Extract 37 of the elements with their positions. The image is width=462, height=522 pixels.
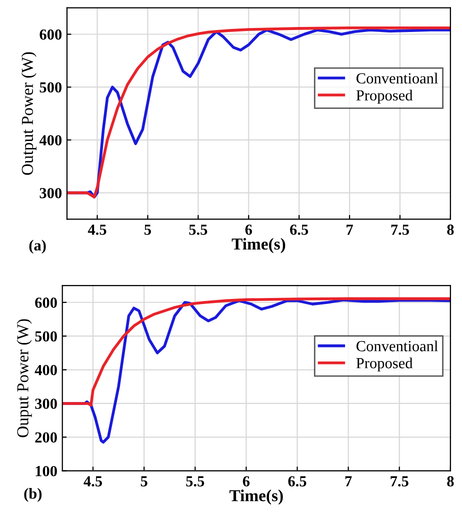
x-tick-label: 6 bbox=[245, 224, 252, 235]
x-tick-label: 4.5 bbox=[84, 476, 102, 487]
x-tick-label: 6.5 bbox=[288, 476, 306, 487]
y-axis-title: Ouput Power (W) bbox=[16, 319, 32, 438]
y-tick-label: 400 bbox=[39, 135, 62, 146]
x-tick-label: 5.5 bbox=[186, 476, 204, 487]
legend-label: Proposed bbox=[356, 358, 413, 372]
x-axis-title: Time(s) bbox=[230, 490, 283, 505]
y-tick-label: 300 bbox=[35, 398, 57, 409]
y-tick-label: 200 bbox=[35, 432, 57, 443]
legend-label: Proposed bbox=[356, 90, 413, 104]
x-tick-label: 6 bbox=[242, 476, 250, 486]
y-tick-label: 100 bbox=[36, 466, 57, 476]
x-axis-title: Time(s) bbox=[232, 238, 286, 254]
legend-label: Conventioanl bbox=[356, 72, 438, 84]
text: (b) bbox=[24, 488, 42, 502]
y-tick-label: 600 bbox=[40, 29, 62, 40]
y-tick-label: 400 bbox=[34, 364, 57, 376]
x-tick-label: 8 bbox=[447, 224, 454, 235]
x-tick-label: 6.5 bbox=[290, 224, 308, 235]
text: (a) bbox=[29, 240, 46, 254]
x-tick-label: 4.5 bbox=[88, 224, 106, 235]
y-tick-label: 600 bbox=[35, 298, 57, 308]
x-tick-label: 7.5 bbox=[391, 224, 409, 235]
y-tick-label: 500 bbox=[40, 82, 62, 93]
x-tick-label: 5.5 bbox=[189, 224, 208, 235]
y-axis-title: Output Power (W) bbox=[21, 52, 36, 175]
line-series bbox=[62, 297, 450, 407]
x-tick-label: 7 bbox=[346, 224, 353, 235]
y-tick-label: 500 bbox=[35, 331, 57, 342]
x-tick-label: 5 bbox=[140, 476, 148, 486]
x-tick-label: 8 bbox=[447, 476, 454, 486]
x-tick-label: 7 bbox=[345, 476, 352, 486]
legend-label: Conventioanl bbox=[356, 340, 438, 352]
y-tick-label: 300 bbox=[40, 188, 62, 198]
x-tick-label: 5 bbox=[144, 224, 151, 235]
x-tick-label: 7.5 bbox=[390, 476, 408, 487]
